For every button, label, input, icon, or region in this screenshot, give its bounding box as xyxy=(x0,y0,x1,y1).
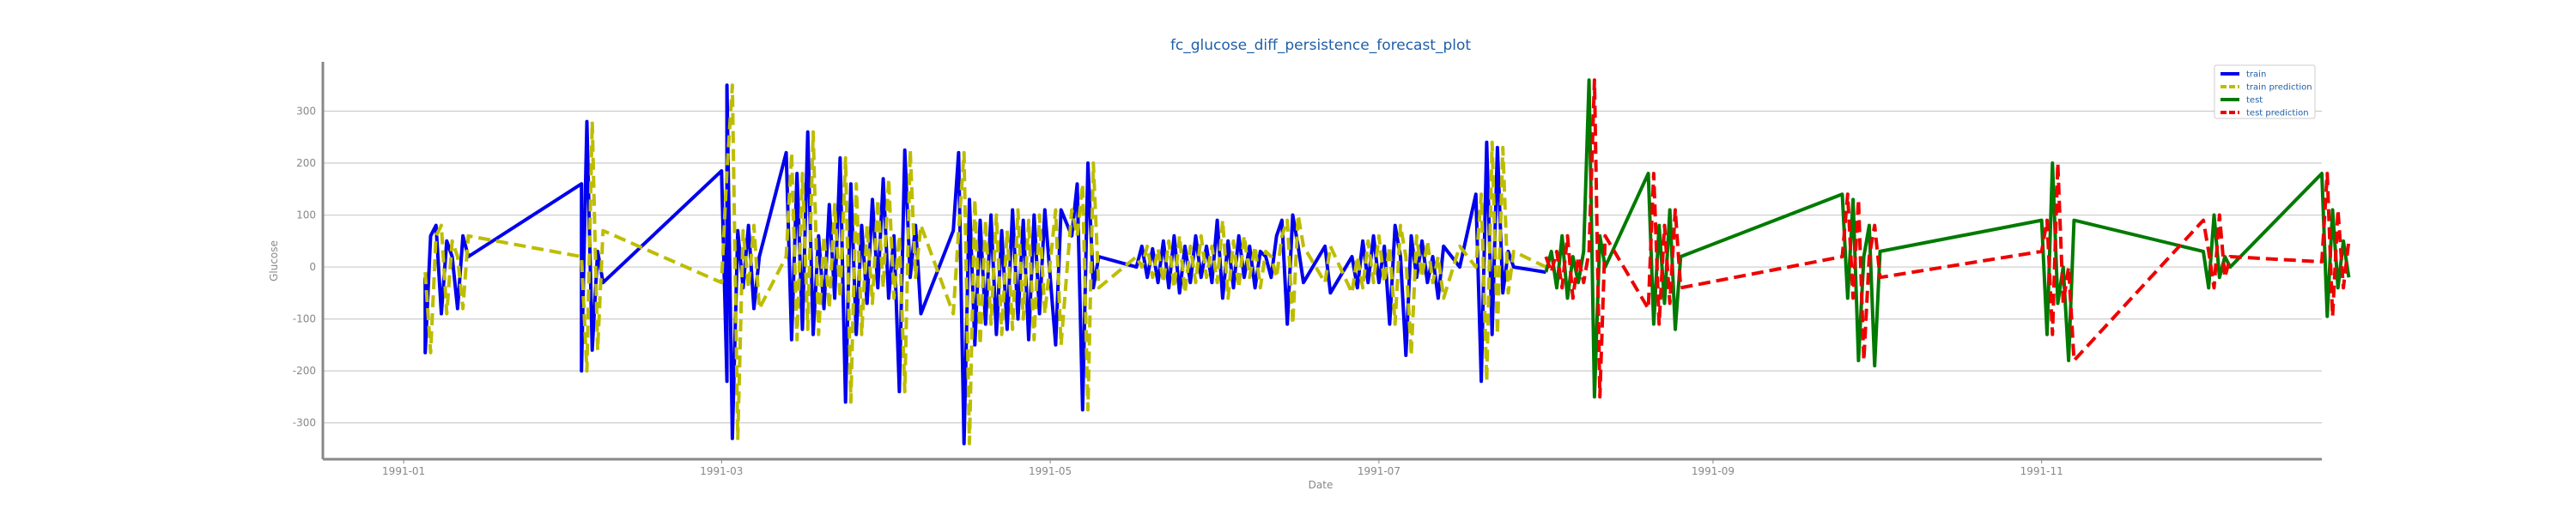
series-line-train xyxy=(423,83,1546,445)
y-tick-label: 300 xyxy=(296,105,316,117)
y-tick-label: -200 xyxy=(293,365,316,377)
x-tick-label: 1991-05 xyxy=(1029,465,1072,477)
y-tick-label: 200 xyxy=(296,157,316,169)
x-tick-label: 1991-09 xyxy=(1692,465,1735,477)
y-tick-label: 0 xyxy=(309,261,316,273)
y-ticks: 300 200 100 0 -100 -200 -300 xyxy=(293,105,316,428)
series-line-test xyxy=(1544,78,2351,399)
series-line-test-prediction xyxy=(1544,78,2351,399)
x-axis-label: Date xyxy=(1309,479,1334,491)
series-group xyxy=(423,78,2351,445)
y-tick-label: -100 xyxy=(293,313,316,325)
legend-label: test xyxy=(2246,96,2263,106)
y-tick-label: -300 xyxy=(293,417,316,429)
y-axis-label: Glucose xyxy=(268,240,280,282)
legend: train train prediction test test prediction xyxy=(2214,64,2316,119)
x-ticks: 1991-01 1991-03 1991-05 1991-07 1991-09 1991-… xyxy=(382,459,2063,477)
x-tick-label: 1991-11 xyxy=(2020,465,2063,477)
legend-label: test prediction xyxy=(2246,109,2309,118)
legend-box xyxy=(2214,64,2316,119)
x-tick-label: 1991-07 xyxy=(1358,465,1400,477)
y-tick-label: 100 xyxy=(296,209,316,221)
grid xyxy=(323,110,2322,424)
legend-label: train xyxy=(2246,70,2266,80)
legend-label: train prediction xyxy=(2246,83,2312,93)
series-line-train-prediction xyxy=(423,83,1547,445)
chart-title: fc_glucose_diff_persistence_forecast_plo… xyxy=(1170,37,1471,54)
x-tick-label: 1991-03 xyxy=(700,465,743,477)
x-tick-label: 1991-01 xyxy=(382,465,425,477)
